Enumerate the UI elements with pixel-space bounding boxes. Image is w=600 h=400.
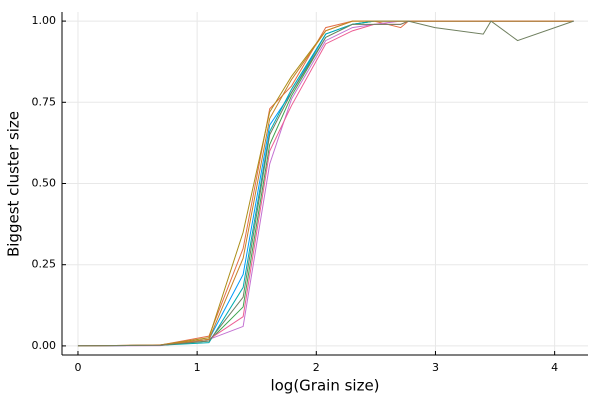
y-tick-label: 1.00 (32, 14, 57, 27)
x-tick-label: 3 (432, 361, 439, 374)
y-tick-label: 0.25 (32, 258, 57, 271)
series-line (77, 20, 574, 347)
x-tick-label: 1 (194, 361, 201, 374)
y-tick-label: 0.00 (32, 339, 57, 352)
y-tick-label: 0.75 (32, 95, 57, 108)
y-axis-label: Biggest cluster size (5, 111, 23, 257)
y-tick-label: 0.50 (32, 177, 57, 190)
x-tick-label: 4 (551, 361, 558, 374)
x-tick-label: 0 (74, 361, 81, 374)
x-tick-label: 2 (313, 361, 320, 374)
x-axis-label: log(Grain size) (270, 377, 379, 395)
series-line (77, 20, 574, 347)
